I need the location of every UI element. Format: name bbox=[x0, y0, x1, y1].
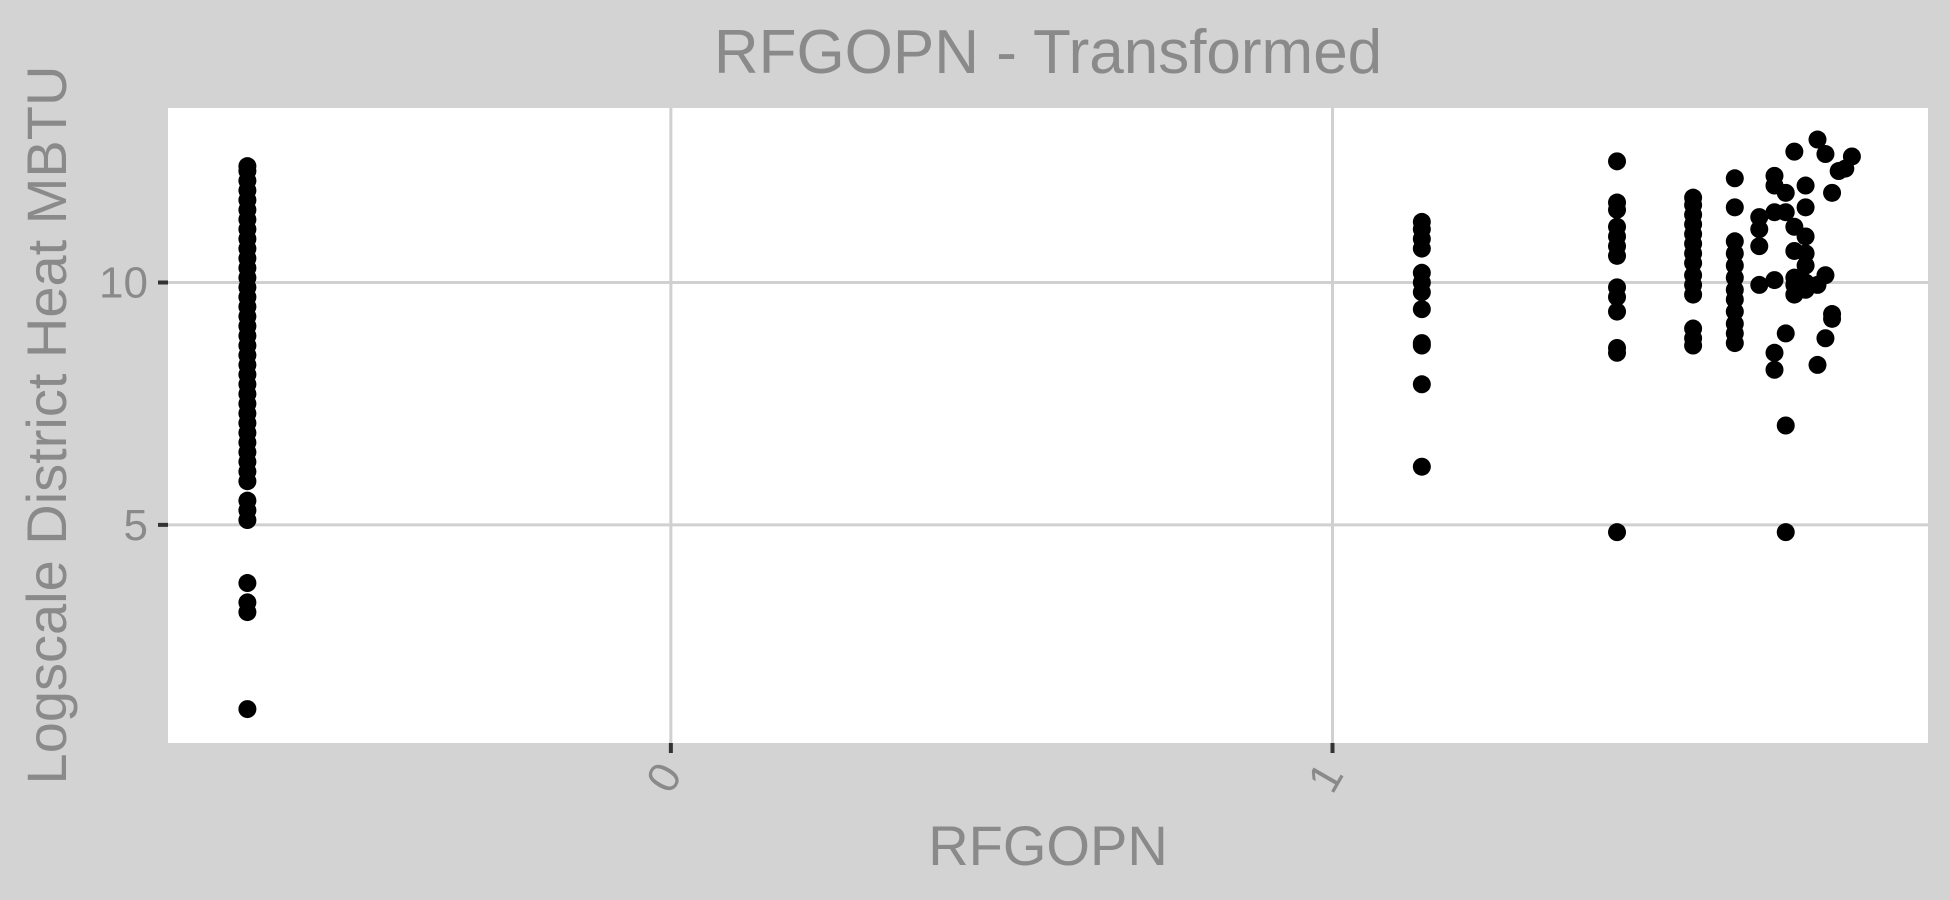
data-point bbox=[1608, 278, 1627, 297]
data-point bbox=[1412, 300, 1431, 319]
data-point bbox=[1412, 212, 1431, 231]
plot-panel bbox=[168, 108, 1928, 743]
y-axis-title: Logscale District Heat MBTU bbox=[15, 66, 78, 785]
data-point bbox=[1776, 416, 1795, 435]
data-point bbox=[1796, 176, 1815, 195]
data-point bbox=[1608, 217, 1627, 236]
data-point bbox=[1608, 338, 1627, 357]
data-points bbox=[238, 130, 1861, 719]
data-point bbox=[1765, 271, 1784, 290]
x-axis-title: RFGOPN bbox=[928, 814, 1168, 877]
data-point bbox=[1808, 355, 1827, 374]
data-point bbox=[1765, 360, 1784, 379]
data-point bbox=[1796, 227, 1815, 246]
data-point bbox=[1823, 183, 1842, 202]
data-point bbox=[1608, 302, 1627, 321]
data-point bbox=[1776, 203, 1795, 222]
data-point bbox=[238, 593, 257, 612]
data-point bbox=[238, 700, 257, 719]
y-tick-label: 5 bbox=[124, 501, 148, 550]
data-point bbox=[1608, 152, 1627, 171]
data-point bbox=[1776, 324, 1795, 343]
data-point bbox=[1412, 457, 1431, 476]
data-point bbox=[1412, 375, 1431, 394]
data-point bbox=[1725, 169, 1744, 188]
data-point bbox=[1785, 142, 1804, 161]
data-point bbox=[1796, 198, 1815, 217]
data-point bbox=[1684, 319, 1703, 338]
data-point bbox=[1823, 305, 1842, 324]
data-point bbox=[1808, 130, 1827, 149]
data-point bbox=[1412, 263, 1431, 282]
data-point bbox=[1750, 275, 1769, 294]
data-point bbox=[238, 157, 257, 176]
grid-lines bbox=[168, 108, 1928, 743]
chart-title: RFGOPN - Transformed bbox=[714, 18, 1382, 87]
data-point bbox=[1796, 244, 1815, 263]
data-point bbox=[238, 574, 257, 593]
y-tick-label: 10 bbox=[99, 259, 148, 308]
data-point bbox=[1776, 183, 1795, 202]
data-point bbox=[1776, 523, 1795, 542]
data-point bbox=[1816, 266, 1835, 285]
data-point bbox=[1816, 329, 1835, 348]
data-point bbox=[1608, 193, 1627, 212]
data-point bbox=[1750, 208, 1769, 227]
data-point bbox=[1750, 237, 1769, 256]
data-point bbox=[1684, 188, 1703, 207]
data-point bbox=[238, 491, 257, 510]
data-point bbox=[1765, 166, 1784, 185]
data-point bbox=[1608, 523, 1627, 542]
data-point bbox=[1765, 343, 1784, 362]
data-point bbox=[1816, 145, 1835, 164]
data-point bbox=[1412, 334, 1431, 353]
data-point bbox=[1842, 147, 1861, 166]
data-point bbox=[1725, 232, 1744, 251]
data-point bbox=[1725, 198, 1744, 217]
